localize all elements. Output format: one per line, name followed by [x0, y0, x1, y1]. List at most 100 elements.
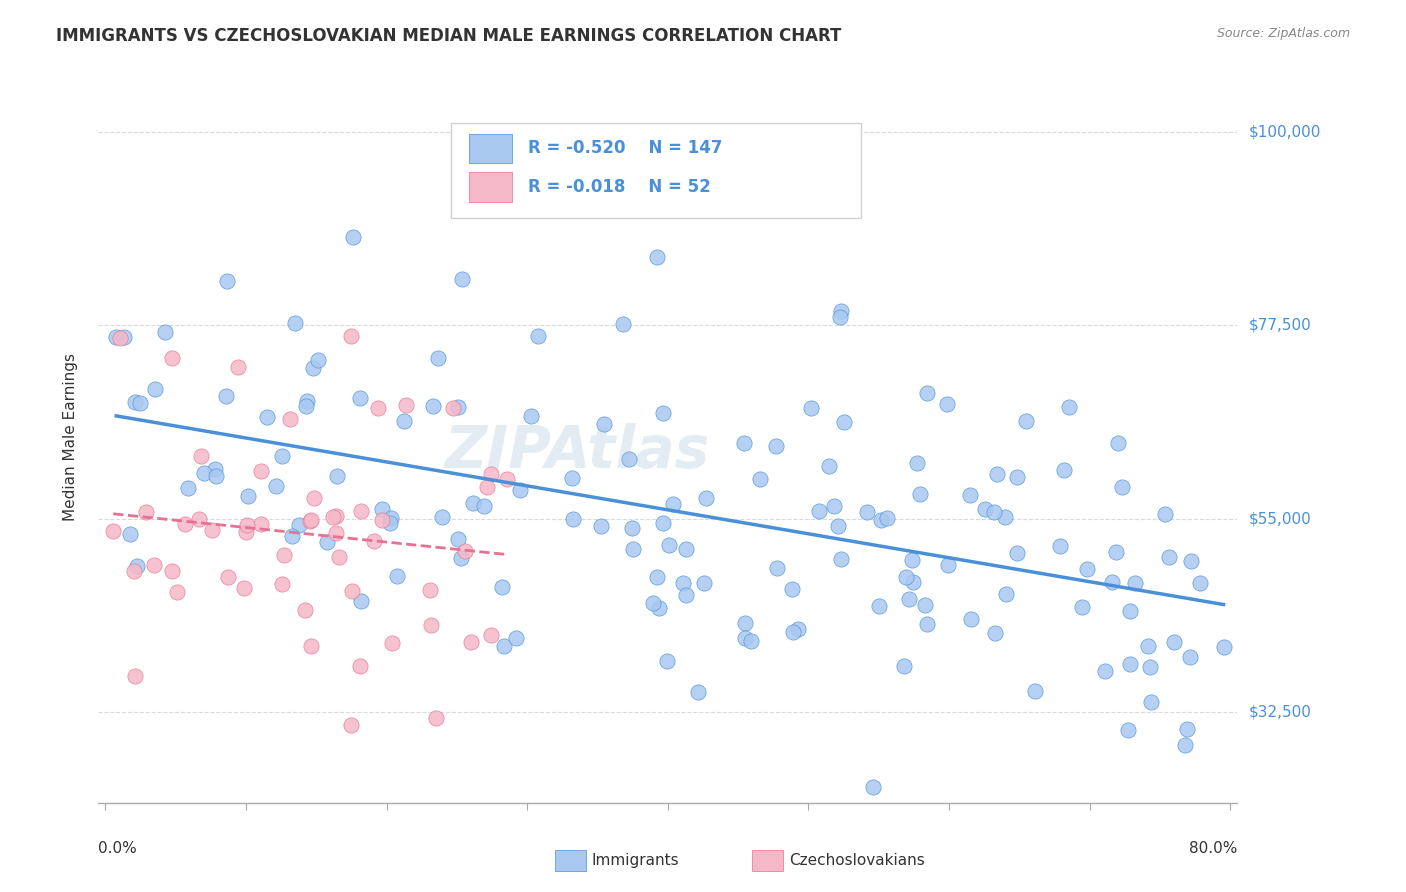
Point — [959, 612, 981, 626]
Point — [461, 496, 484, 510]
Point — [1119, 604, 1142, 618]
Point — [340, 329, 363, 343]
Point — [143, 558, 166, 572]
Point — [672, 576, 695, 591]
Point — [363, 534, 385, 549]
Point — [299, 513, 322, 527]
Point — [1049, 540, 1071, 554]
Point — [645, 251, 668, 265]
Point — [1015, 414, 1038, 428]
Point — [974, 502, 997, 516]
Point — [765, 439, 787, 453]
Point — [901, 553, 924, 567]
Point — [675, 588, 697, 602]
Point — [217, 570, 239, 584]
Text: Immigrants: Immigrants — [592, 854, 679, 868]
Point — [1057, 400, 1080, 414]
Point — [204, 462, 226, 476]
Y-axis label: Median Male Earnings: Median Male Earnings — [63, 353, 77, 521]
Point — [395, 398, 418, 412]
Point — [652, 406, 675, 420]
Point — [800, 401, 823, 415]
Point — [236, 517, 259, 532]
Point — [612, 318, 634, 332]
Point — [749, 472, 772, 486]
Point — [235, 524, 257, 539]
Point — [307, 353, 329, 368]
Point — [288, 518, 311, 533]
Point — [641, 596, 664, 610]
Point — [983, 505, 1005, 519]
Point — [432, 510, 454, 524]
Point — [325, 469, 347, 483]
Point — [862, 780, 884, 794]
Point — [1076, 562, 1098, 576]
Point — [342, 229, 364, 244]
Point — [441, 401, 464, 415]
Point — [325, 509, 347, 524]
Point — [193, 466, 215, 480]
Point — [420, 618, 443, 632]
Point — [451, 272, 474, 286]
Point — [1094, 664, 1116, 678]
Point — [479, 628, 502, 642]
Point — [959, 488, 981, 502]
Point — [780, 582, 803, 597]
Text: R = -0.018    N = 52: R = -0.018 N = 52 — [527, 178, 710, 196]
Point — [479, 467, 502, 481]
Point — [1139, 660, 1161, 674]
Point — [733, 435, 755, 450]
Point — [621, 521, 644, 535]
Point — [1005, 546, 1028, 560]
Point — [205, 468, 228, 483]
Point — [143, 383, 166, 397]
Point — [419, 583, 441, 598]
Point — [475, 480, 498, 494]
Point — [648, 600, 671, 615]
Point — [561, 471, 583, 485]
Point — [1107, 435, 1129, 450]
Point — [108, 331, 131, 345]
Point — [823, 500, 845, 514]
Point — [894, 570, 917, 584]
Text: R = -0.520    N = 147: R = -0.520 N = 147 — [527, 139, 723, 157]
Point — [492, 640, 515, 654]
Point — [447, 533, 470, 547]
Point — [994, 509, 1017, 524]
Point — [830, 304, 852, 318]
Point — [1175, 722, 1198, 736]
Point — [298, 514, 321, 528]
Point — [325, 526, 347, 541]
Point — [249, 464, 271, 478]
Point — [655, 654, 678, 668]
Text: $32,500: $32,500 — [1249, 705, 1312, 720]
Point — [474, 499, 496, 513]
Point — [190, 449, 212, 463]
Point — [232, 581, 254, 595]
Point — [238, 489, 260, 503]
Point — [124, 395, 146, 409]
Point — [765, 561, 787, 575]
Point — [328, 550, 350, 565]
Point — [828, 310, 851, 324]
Point — [315, 534, 337, 549]
Point — [118, 526, 141, 541]
Point — [496, 472, 519, 486]
Point — [460, 635, 482, 649]
Point — [1105, 545, 1128, 559]
Point — [426, 351, 449, 365]
Point — [1140, 695, 1163, 709]
Point — [270, 577, 292, 591]
Point — [454, 544, 477, 558]
Text: IMMIGRANTS VS CZECHOSLOVAKIAN MEDIAN MALE EARNINGS CORRELATION CHART: IMMIGRANTS VS CZECHOSLOVAKIAN MEDIAN MAL… — [56, 27, 842, 45]
Point — [782, 625, 804, 640]
Point — [425, 711, 447, 725]
Point — [1174, 738, 1197, 752]
Point — [1024, 684, 1046, 698]
Text: $100,000: $100,000 — [1249, 124, 1320, 139]
Point — [827, 519, 849, 533]
Point — [322, 510, 344, 524]
Point — [693, 576, 716, 591]
Point — [1180, 650, 1202, 665]
Point — [740, 634, 762, 648]
